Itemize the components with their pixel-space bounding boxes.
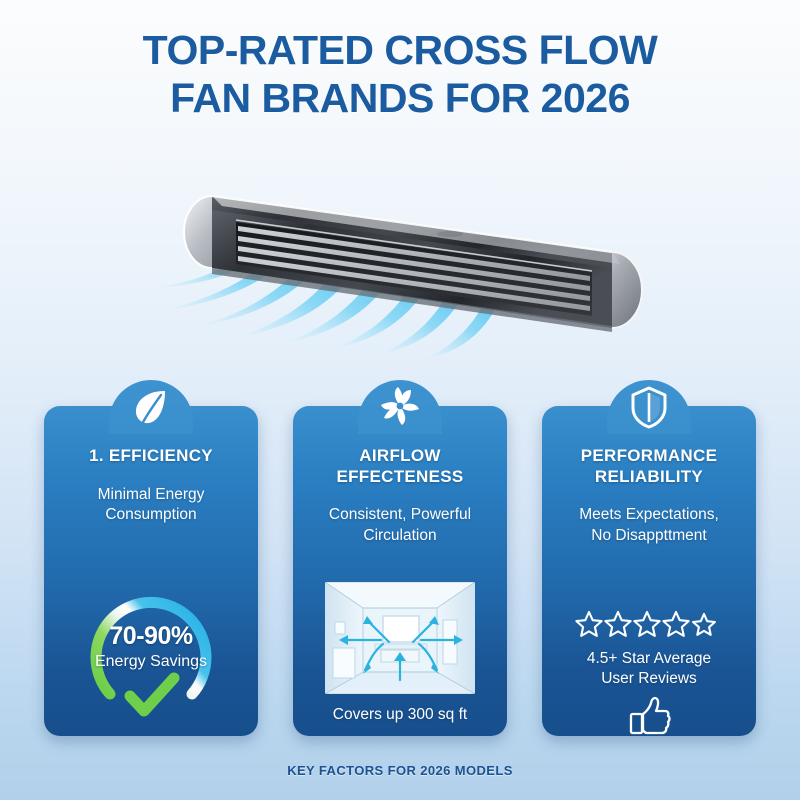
shield-icon [626, 384, 672, 430]
grille-slats [238, 226, 590, 311]
product-hero-image [150, 160, 670, 375]
card-subtitle-line-2: Consumption [105, 506, 197, 524]
cards-row: 1. EFFICIENCY Minimal Energy Consumption [0, 380, 800, 738]
card-subtitle-line-1: Minimal Energy [97, 485, 205, 503]
review-line-1: 4.5+ Star Average [586, 650, 712, 667]
card-subtitle-line-1: Meets Expectations, [579, 506, 719, 524]
coverage-footnote: Covers up 300 sq ft [332, 706, 468, 723]
card-subtitle-line-2: No Disappttment [591, 526, 707, 544]
card-subtitle-line-2: Circulation [363, 526, 437, 544]
review-line-2: User Reviews [601, 670, 697, 688]
card-title-line-2: RELIABILITY [594, 466, 704, 486]
thumbs-up-icon [625, 694, 673, 738]
card-reliability[interactable]: PERFORMANCE RELIABILITY Meets Expectatio… [542, 380, 756, 736]
card-subtitle: Minimal Energy Consumption [56, 485, 246, 526]
gauge-value: 70-90% [109, 622, 193, 650]
card-title-line-1: PERFORMANCE [580, 446, 718, 465]
leaf-icon [128, 384, 174, 430]
title-line-2: FAN BRANDS FOR 2026 [170, 75, 630, 122]
star-rating [574, 608, 724, 642]
card-subtitle-line-1: Consistent, Powerful [328, 506, 472, 524]
gauge-label: Energy Savings [94, 653, 208, 670]
fan-body [183, 194, 643, 332]
card-subtitle: Consistent, Powerful Circulation [305, 505, 495, 546]
energy-savings-gauge: 70-90% Energy Savings [70, 570, 232, 722]
card-efficiency[interactable]: 1. EFFICIENCY Minimal Energy Consumption [44, 380, 258, 736]
card-airflow[interactable]: AIRFLOW EFFECTENESS Consistent, Powerful… [293, 380, 507, 736]
page-title: TOP-RATED CROSS FLOW FAN BRANDS FOR 2026 [0, 26, 800, 123]
card-content: 1. EFFICIENCY Minimal Energy Consumption [44, 406, 258, 736]
card-title-line-2: EFFECTENESS [336, 466, 464, 486]
room-airflow-diagram [325, 582, 475, 694]
card-content: AIRFLOW EFFECTENESS Consistent, Powerful… [293, 406, 507, 736]
review-summary: 4.5+ Star Average User Reviews [542, 649, 756, 690]
card-subtitle: Meets Expectations, No Disappttment [554, 505, 744, 546]
card-title: AIRFLOW EFFECTENESS [305, 446, 495, 487]
card-title-line-1: AIRFLOW [359, 446, 441, 465]
title-line-1: TOP-RATED CROSS FLOW [142, 27, 658, 73]
fan-icon [377, 384, 423, 430]
card-content: PERFORMANCE RELIABILITY Meets Expectatio… [542, 406, 756, 736]
card-title: PERFORMANCE RELIABILITY [554, 446, 744, 487]
gauge-readout: 70-90% Energy Savings [70, 622, 232, 671]
footer-caption: KEY FACTORS FOR 2026 MODELS [287, 763, 513, 778]
card-title: 1. EFFICIENCY [89, 446, 213, 465]
